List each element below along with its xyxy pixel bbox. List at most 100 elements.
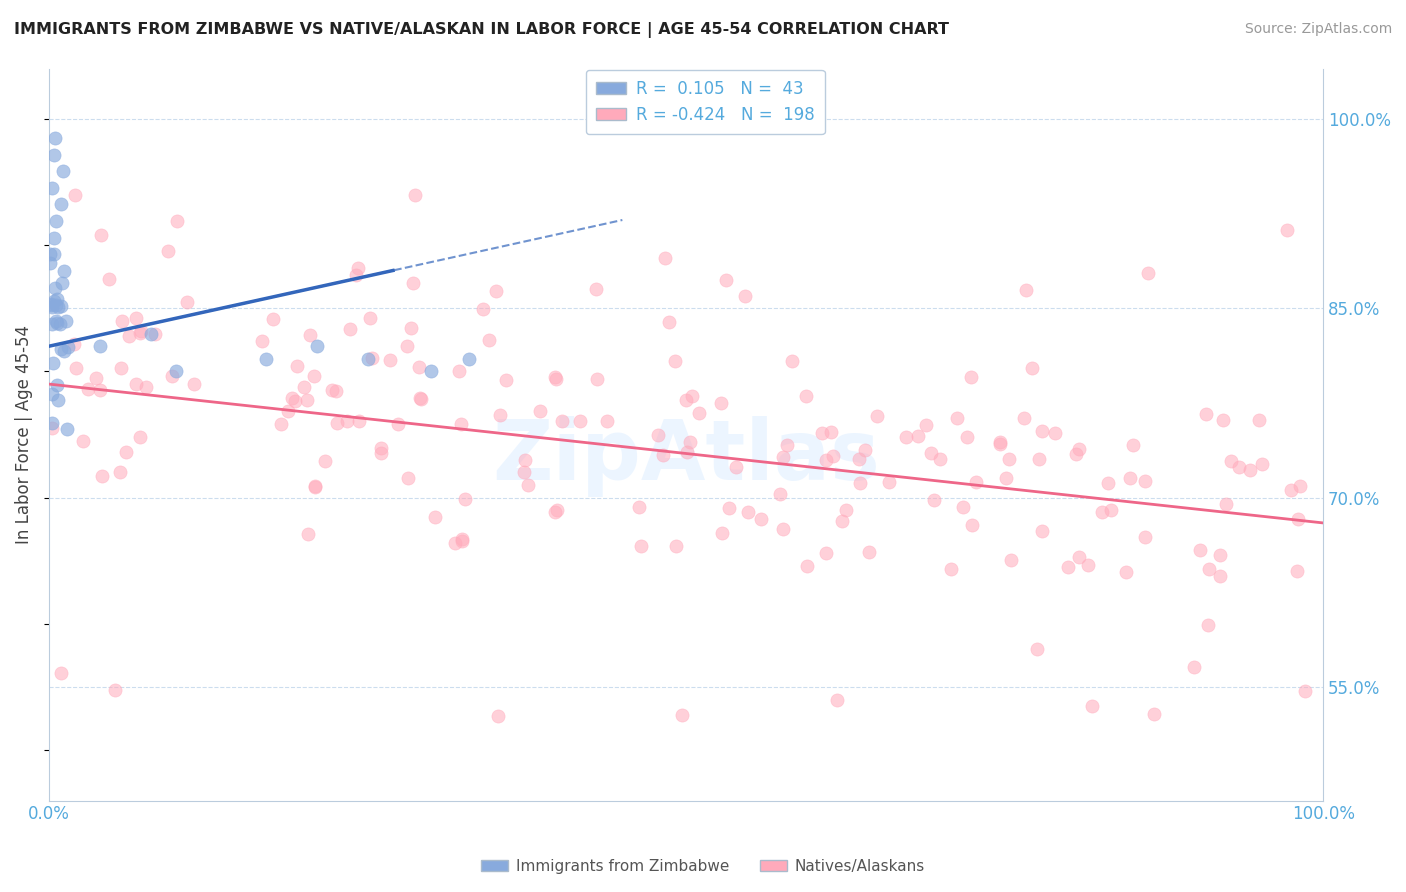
- Text: ZipAtlas: ZipAtlas: [492, 416, 880, 497]
- Point: [995, 471, 1018, 485]
- Point: [737, 506, 759, 520]
- Point: [959, 369, 981, 384]
- Point: [848, 452, 870, 467]
- Point: [250, 334, 273, 348]
- Point: [529, 404, 551, 418]
- Point: [284, 394, 307, 409]
- Point: [39, 256, 62, 270]
- Point: [409, 392, 432, 406]
- Point: [444, 535, 467, 549]
- Point: [39, 297, 62, 311]
- Point: [665, 539, 688, 553]
- Point: [402, 276, 425, 290]
- Y-axis label: In Labor Force | Age 45-54: In Labor Force | Age 45-54: [15, 325, 32, 544]
- Point: [48, 300, 70, 314]
- Point: [1198, 562, 1220, 576]
- Point: [314, 454, 336, 468]
- Point: [512, 465, 534, 479]
- Point: [45, 298, 67, 312]
- Point: [543, 505, 565, 519]
- Point: [1286, 512, 1309, 526]
- Point: [796, 559, 818, 574]
- Point: [471, 301, 494, 316]
- Point: [450, 532, 472, 546]
- Point: [1099, 502, 1122, 516]
- Point: [339, 322, 361, 336]
- Point: [98, 272, 121, 286]
- Point: [90, 468, 112, 483]
- Point: [396, 471, 419, 485]
- Point: [651, 448, 673, 462]
- Point: [143, 327, 166, 342]
- Point: [939, 562, 962, 576]
- Point: [814, 546, 837, 560]
- Point: [1091, 505, 1114, 519]
- Point: [679, 435, 702, 450]
- Point: [834, 503, 856, 517]
- Point: [52, 164, 75, 178]
- Point: [46, 393, 69, 408]
- Point: [63, 187, 86, 202]
- Point: [49, 299, 72, 313]
- Point: [734, 289, 756, 303]
- Point: [41, 300, 63, 314]
- Point: [1249, 413, 1271, 427]
- Point: [1275, 223, 1298, 237]
- Point: [89, 383, 111, 397]
- Point: [907, 428, 929, 442]
- Point: [387, 417, 409, 431]
- Point: [1212, 413, 1234, 427]
- Point: [1021, 361, 1043, 376]
- Point: [1219, 453, 1241, 467]
- Point: [658, 315, 681, 329]
- Point: [825, 693, 848, 707]
- Point: [41, 416, 63, 430]
- Point: [49, 666, 72, 681]
- Point: [714, 273, 737, 287]
- Point: [408, 360, 430, 375]
- Point: [820, 425, 842, 439]
- Point: [1135, 530, 1157, 544]
- Point: [304, 480, 326, 494]
- Point: [718, 500, 741, 515]
- Point: [90, 228, 112, 243]
- Point: [49, 342, 72, 356]
- Point: [1227, 459, 1250, 474]
- Point: [454, 491, 477, 506]
- Point: [349, 414, 371, 428]
- Point: [183, 377, 205, 392]
- Point: [811, 426, 834, 441]
- Point: [56, 422, 79, 436]
- Point: [1067, 442, 1090, 456]
- Point: [1067, 549, 1090, 564]
- Point: [325, 384, 347, 398]
- Point: [894, 430, 917, 444]
- Point: [1015, 283, 1038, 297]
- Point: [76, 383, 98, 397]
- Point: [495, 373, 517, 387]
- Point: [270, 417, 292, 431]
- Point: [336, 414, 359, 428]
- Point: [960, 518, 983, 533]
- Point: [772, 522, 794, 536]
- Point: [1215, 497, 1237, 511]
- Point: [815, 453, 838, 467]
- Point: [409, 391, 432, 405]
- Point: [1031, 524, 1053, 538]
- Point: [302, 369, 325, 384]
- Point: [298, 327, 321, 342]
- Point: [49, 317, 72, 331]
- Point: [1122, 438, 1144, 452]
- Point: [46, 293, 69, 307]
- Point: [710, 396, 733, 410]
- Point: [920, 445, 942, 459]
- Point: [262, 312, 284, 326]
- Point: [477, 334, 499, 348]
- Point: [425, 510, 447, 524]
- Point: [515, 453, 537, 467]
- Point: [768, 486, 790, 500]
- Point: [42, 231, 65, 245]
- Point: [1097, 476, 1119, 491]
- Point: [41, 421, 63, 435]
- Point: [399, 321, 422, 335]
